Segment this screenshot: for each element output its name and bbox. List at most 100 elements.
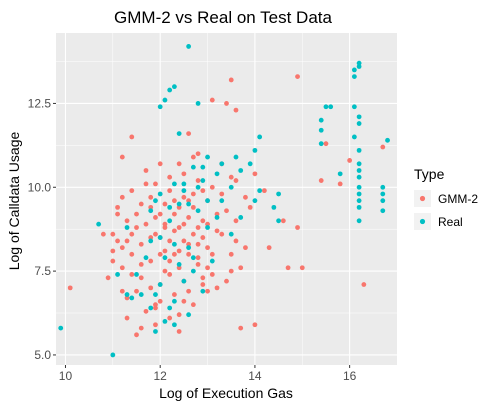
data-point xyxy=(148,208,154,214)
data-point xyxy=(205,265,210,271)
data-point xyxy=(134,288,139,294)
data-point xyxy=(323,104,329,110)
data-point xyxy=(190,204,196,210)
data-point xyxy=(190,154,196,160)
data-point xyxy=(181,188,187,194)
data-point xyxy=(190,164,196,170)
data-point xyxy=(119,154,125,160)
data-point xyxy=(138,275,144,281)
data-point xyxy=(347,158,353,163)
data-point xyxy=(176,312,182,318)
data-point xyxy=(124,295,130,301)
data-point xyxy=(157,211,163,217)
data-point xyxy=(214,285,220,291)
legend-marker xyxy=(419,195,426,202)
data-point xyxy=(356,64,362,69)
data-point xyxy=(176,248,182,254)
x-axis-ticks: 10 12 14 16 xyxy=(59,365,357,383)
data-point xyxy=(238,168,244,173)
data-point xyxy=(195,178,201,183)
data-point xyxy=(162,221,168,227)
data-point xyxy=(195,225,201,230)
data-point xyxy=(186,198,192,204)
data-point xyxy=(143,308,149,314)
data-point xyxy=(195,241,201,247)
data-point xyxy=(167,204,173,210)
data-point xyxy=(209,251,215,257)
data-point xyxy=(190,231,196,237)
data-point xyxy=(195,208,201,214)
data-point xyxy=(356,184,362,190)
data-point xyxy=(134,211,139,217)
data-point xyxy=(110,248,116,254)
data-point xyxy=(356,218,362,224)
data-point xyxy=(167,315,173,321)
data-point xyxy=(157,298,163,304)
data-point xyxy=(181,171,187,177)
data-point xyxy=(356,174,362,180)
data-point xyxy=(318,127,324,133)
data-point xyxy=(58,325,64,331)
data-point xyxy=(266,245,272,251)
data-point xyxy=(200,178,206,183)
data-point xyxy=(214,211,220,217)
data-point xyxy=(181,194,187,200)
data-point xyxy=(356,161,362,167)
data-point xyxy=(219,191,225,197)
data-point xyxy=(356,121,362,126)
data-point xyxy=(134,272,139,277)
data-point xyxy=(172,181,177,187)
data-point xyxy=(190,255,196,261)
data-point xyxy=(233,218,239,224)
data-point xyxy=(167,258,173,264)
data-point xyxy=(153,322,158,328)
data-point xyxy=(138,261,144,267)
data-point xyxy=(129,231,135,237)
data-point xyxy=(200,282,206,287)
data-point xyxy=(200,288,206,294)
data-point xyxy=(138,325,144,331)
data-point xyxy=(176,329,182,334)
data-point xyxy=(157,251,163,257)
data-point xyxy=(138,241,144,247)
data-point xyxy=(162,201,168,207)
data-point xyxy=(157,191,163,197)
data-point xyxy=(162,248,168,254)
data-point xyxy=(233,178,239,183)
data-point xyxy=(129,251,135,257)
data-point xyxy=(167,87,173,93)
data-point xyxy=(167,238,173,244)
data-point xyxy=(219,231,225,237)
data-point xyxy=(148,204,154,210)
data-point xyxy=(138,292,144,297)
data-point xyxy=(323,141,329,147)
data-point xyxy=(143,168,149,173)
data-point xyxy=(134,225,139,230)
data-point xyxy=(247,204,253,210)
data-point xyxy=(385,137,390,143)
data-point xyxy=(96,221,102,227)
data-point xyxy=(153,329,158,334)
data-point xyxy=(119,265,125,271)
data-point xyxy=(186,44,192,49)
data-point xyxy=(162,268,168,274)
data-point xyxy=(238,325,244,331)
data-point xyxy=(200,188,206,194)
data-point xyxy=(186,288,192,294)
data-point xyxy=(252,147,258,153)
data-point xyxy=(181,181,187,187)
x-tick-label: 10 xyxy=(59,369,73,383)
data-point xyxy=(190,302,196,308)
y-tick-label: 5.0 xyxy=(34,348,51,362)
data-point xyxy=(162,225,168,230)
data-point xyxy=(228,268,234,274)
data-point xyxy=(110,258,116,264)
x-tick-label: 12 xyxy=(154,369,168,383)
data-point xyxy=(228,77,234,83)
data-point xyxy=(214,171,220,177)
data-point xyxy=(351,74,357,79)
data-point xyxy=(153,302,158,308)
data-point xyxy=(200,164,206,170)
data-point xyxy=(295,225,300,230)
data-point xyxy=(172,251,177,257)
